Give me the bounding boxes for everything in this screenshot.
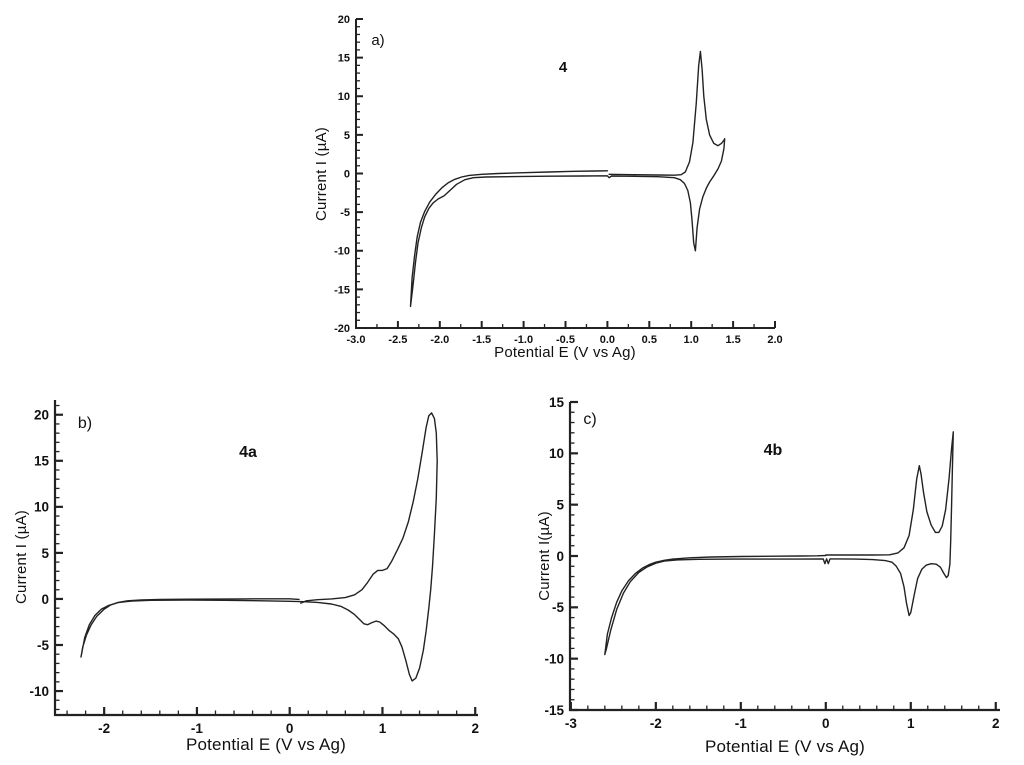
y-axis-title-b: Current I (µA): [13, 510, 30, 604]
x-tick-label: 1.5: [725, 334, 740, 346]
y-tick-label: 10: [549, 446, 564, 461]
x-tick-label: -1.0: [514, 334, 533, 346]
y-axis-title-c: Current I(µA): [536, 511, 553, 601]
x-tick-label: 2: [992, 716, 1000, 731]
x-tick-label: -3.0: [347, 334, 366, 346]
y-tick-label: -5: [37, 638, 49, 653]
x-axis-title-c: Potential E (V vs Ag): [705, 737, 865, 756]
x-tick-label: 0: [286, 721, 294, 736]
x-tick-label: 1: [907, 716, 915, 731]
cv-curve: [80, 412, 438, 682]
y-tick-label: -5: [552, 600, 564, 615]
x-tick-label: 0.0: [600, 334, 615, 346]
x-tick-label: 2: [471, 721, 479, 736]
y-tick-label: 15: [34, 454, 50, 469]
x-tick-label: 2.0: [767, 334, 782, 346]
y-tick-label: -15: [334, 284, 350, 296]
x-tick-label: -2.5: [388, 334, 407, 346]
x-tick-label: -1: [735, 716, 747, 731]
cv-curve: [409, 50, 726, 308]
x-tick-label: -3: [565, 716, 577, 731]
panel-b: -2 -1 0 1 2 -10 -5 0 5 10 15 20 b) 4a Potential E (…: [0, 385, 512, 765]
y-tick-label: 20: [34, 408, 49, 423]
y-tick-label: 0: [41, 592, 49, 607]
y-tick-label: -10: [544, 652, 564, 667]
y-tick-label: 5: [344, 130, 350, 142]
x-tick-label: -2: [650, 716, 662, 731]
y-tick-label: 0: [556, 549, 564, 564]
compound-label-4a: 4a: [239, 444, 257, 461]
panel-letter-b: b): [78, 415, 92, 432]
y-tick-label: -15: [544, 703, 564, 718]
panel-c: -3 -2 -1 0 1 2 -15 -10 -5 0 5 10 15 c) 4b Potential …: [520, 385, 1024, 765]
y-tick-label: 10: [34, 500, 49, 515]
y-tick-label: -20: [334, 323, 350, 335]
y-tick-label: 0: [344, 168, 350, 180]
x-tick-label: -1.5: [472, 334, 491, 346]
y-tick-label: -10: [334, 246, 350, 258]
y-tick-label: 15: [549, 395, 565, 410]
x-tick-label: 1: [379, 721, 387, 736]
y-tick-label: 20: [338, 14, 350, 26]
panel-a: -3.0 -2.5 -2.0 -1.5 -1.0 -0.5 0.0 0.5 1.0 1.5 2.0 -…: [290, 0, 802, 378]
cv-curve: [604, 431, 954, 656]
compound-label-4: 4: [559, 59, 568, 76]
y-axis-title-a: Current I (µA): [313, 127, 330, 221]
plot-area-a: -3.0 -2.5 -2.0 -1.5 -1.0 -0.5 0.0 0.5 1.0 1.5 2.0 -…: [334, 14, 783, 346]
y-tick-label: -10: [29, 684, 49, 699]
x-tick-label: -2.0: [430, 334, 449, 346]
y-tick-label: 10: [338, 91, 350, 103]
x-tick-label: -1: [191, 721, 203, 736]
axes: [53, 400, 478, 717]
x-axis-title-a: Potential E (V vs Ag): [494, 344, 636, 361]
x-tick-label: 1.0: [684, 334, 699, 346]
y-tick-label: 5: [556, 498, 564, 513]
y-tick-label: 5: [41, 546, 49, 561]
y-tick-label: -5: [340, 207, 350, 219]
x-tick-label: 0: [822, 716, 830, 731]
cv-plot-4: -3.0 -2.5 -2.0 -1.5 -1.0 -0.5 0.0 0.5 1.0 1.5 2.0 -…: [313, 14, 783, 361]
panel-letter-a: a): [371, 32, 384, 49]
x-tick-label: 0.5: [642, 334, 657, 346]
x-tick-label: -0.5: [556, 334, 575, 346]
panel-letter-c: c): [583, 411, 596, 428]
x-tick-label: -2: [98, 721, 110, 736]
compound-label-4b: 4b: [764, 442, 783, 459]
x-axis-title-b: Potential E (V vs Ag): [186, 735, 346, 754]
y-tick-label: 15: [338, 53, 350, 65]
